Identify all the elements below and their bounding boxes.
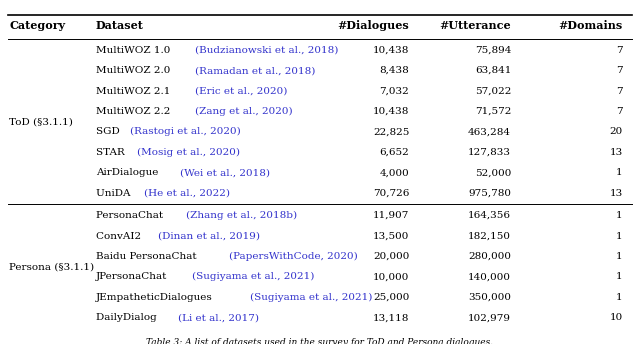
Text: Persona (§3.1.1): Persona (§3.1.1) [9,262,94,271]
Text: 1: 1 [616,232,623,240]
Text: ToD (§3.1.1): ToD (§3.1.1) [9,117,73,126]
Text: 6,652: 6,652 [380,148,409,157]
Text: (Sugiyama et al., 2021): (Sugiyama et al., 2021) [191,272,314,281]
Text: 20: 20 [609,127,623,136]
Text: 1: 1 [616,272,623,281]
Text: MultiWOZ 2.2: MultiWOZ 2.2 [96,107,173,116]
Text: 8,438: 8,438 [380,66,409,75]
Text: UniDA: UniDA [96,189,134,198]
Text: 140,000: 140,000 [468,272,511,281]
Text: (He et al., 2022): (He et al., 2022) [144,189,230,198]
Text: 25,000: 25,000 [373,293,409,302]
Text: AirDialogue: AirDialogue [96,168,161,177]
Text: 13,500: 13,500 [373,232,409,240]
Text: (Sugiyama et al., 2021): (Sugiyama et al., 2021) [250,293,372,302]
Text: 1: 1 [616,252,623,261]
Text: 182,150: 182,150 [468,232,511,240]
Text: 4,000: 4,000 [380,168,409,177]
Text: 7: 7 [616,107,623,116]
Text: 102,979: 102,979 [468,313,511,322]
Text: 13,118: 13,118 [373,313,409,322]
Text: 7: 7 [616,66,623,75]
Text: 70,726: 70,726 [373,189,409,198]
Text: 7,032: 7,032 [380,87,409,96]
Text: SGD: SGD [96,127,123,136]
Text: MultiWOZ 2.1: MultiWOZ 2.1 [96,87,173,96]
Text: JEmpatheticDialogues: JEmpatheticDialogues [96,293,216,302]
Text: Category: Category [9,20,65,31]
Text: Table 3: A list of datasets used in the survey for ToD and Persona dialogues.: Table 3: A list of datasets used in the … [147,338,493,344]
Text: 7: 7 [616,46,623,55]
Text: 1: 1 [616,211,623,220]
Text: 280,000: 280,000 [468,252,511,261]
Text: 10,000: 10,000 [373,272,409,281]
Text: (Rastogi et al., 2020): (Rastogi et al., 2020) [131,127,241,137]
Text: (Dinan et al., 2019): (Dinan et al., 2019) [158,232,260,240]
Text: DailyDialog: DailyDialog [96,313,160,322]
Text: (Zang et al., 2020): (Zang et al., 2020) [195,107,293,116]
Text: #Domains: #Domains [559,20,623,31]
Text: 10,438: 10,438 [373,46,409,55]
Text: MultiWOZ 2.0: MultiWOZ 2.0 [96,66,173,75]
Text: ConvAI2: ConvAI2 [96,232,144,240]
Text: 1: 1 [616,168,623,177]
Text: 975,780: 975,780 [468,189,511,198]
Text: Baidu PersonaChat: Baidu PersonaChat [96,252,200,261]
Text: (Budzianowski et al., 2018): (Budzianowski et al., 2018) [195,46,339,55]
Text: 20,000: 20,000 [373,252,409,261]
Text: PersonaChat: PersonaChat [96,211,166,220]
Text: STAR: STAR [96,148,128,157]
Text: (Li et al., 2017): (Li et al., 2017) [178,313,259,322]
Text: 22,825: 22,825 [373,127,409,136]
Text: 52,000: 52,000 [475,168,511,177]
Text: 13: 13 [609,189,623,198]
Text: 10,438: 10,438 [373,107,409,116]
Text: 75,894: 75,894 [475,46,511,55]
Text: 71,572: 71,572 [475,107,511,116]
Text: (Eric et al., 2020): (Eric et al., 2020) [195,87,288,96]
Text: Dataset: Dataset [96,20,143,31]
Text: (Ramadan et al., 2018): (Ramadan et al., 2018) [195,66,316,75]
Text: #Dialogues: #Dialogues [337,20,409,31]
Text: MultiWOZ 1.0: MultiWOZ 1.0 [96,46,173,55]
Text: (Wei et al., 2018): (Wei et al., 2018) [180,168,270,177]
Text: 127,833: 127,833 [468,148,511,157]
Text: (Zhang et al., 2018b): (Zhang et al., 2018b) [186,211,297,220]
Text: 13: 13 [609,148,623,157]
Text: #Utterance: #Utterance [440,20,511,31]
Text: 350,000: 350,000 [468,293,511,302]
Text: 463,284: 463,284 [468,127,511,136]
Text: 164,356: 164,356 [468,211,511,220]
Text: 11,907: 11,907 [373,211,409,220]
Text: 1: 1 [616,293,623,302]
Text: 7: 7 [616,87,623,96]
Text: JPersonaChat: JPersonaChat [96,272,170,281]
Text: 63,841: 63,841 [475,66,511,75]
Text: (PapersWithCode, 2020): (PapersWithCode, 2020) [229,252,358,261]
Text: 57,022: 57,022 [475,87,511,96]
Text: (Mosig et al., 2020): (Mosig et al., 2020) [137,148,240,157]
Text: 10: 10 [609,313,623,322]
